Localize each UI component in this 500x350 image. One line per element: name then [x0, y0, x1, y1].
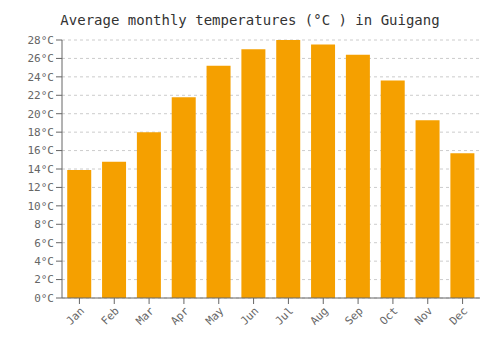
svg-text:22°C: 22°C: [28, 89, 55, 102]
svg-text:Apr: Apr: [168, 304, 192, 328]
svg-text:24°C: 24°C: [28, 71, 55, 84]
svg-text:4°C: 4°C: [34, 255, 54, 268]
svg-text:18°C: 18°C: [28, 126, 55, 139]
html-text:Average monthly temperatures (: Average monthly temperatures (°C ) in Gu…: [60, 12, 440, 28]
svg-text:Nov: Nov: [412, 304, 436, 328]
svg-text:Jul: Jul: [273, 304, 296, 327]
svg-text:10°C: 10°C: [28, 200, 55, 213]
svg-text:8°C: 8°C: [34, 218, 54, 231]
svg-text:Mar: Mar: [133, 304, 157, 328]
svg-text:Aug: Aug: [308, 304, 331, 327]
svg-text:14°C: 14°C: [28, 163, 55, 176]
svg-text:16°C: 16°C: [28, 144, 55, 157]
svg-text:Dec: Dec: [447, 304, 470, 327]
svg-text:20°C: 20°C: [28, 108, 55, 121]
svg-text:12°C: 12°C: [28, 181, 55, 194]
svg-text:Feb: Feb: [99, 304, 122, 327]
svg-text:26°C: 26°C: [28, 52, 55, 65]
svg-text:Jan: Jan: [64, 304, 87, 327]
svg-text:Oct: Oct: [377, 304, 400, 327]
svg-text:28°C: 28°C: [28, 34, 55, 47]
svg-text:2°C: 2°C: [34, 273, 54, 286]
svg-text:Jun: Jun: [238, 304, 261, 327]
svg-text:Sep: Sep: [342, 304, 365, 327]
svg-text:May: May: [203, 304, 227, 328]
svg-text:0°C: 0°C: [34, 292, 54, 305]
svg-text:6°C: 6°C: [34, 237, 54, 250]
